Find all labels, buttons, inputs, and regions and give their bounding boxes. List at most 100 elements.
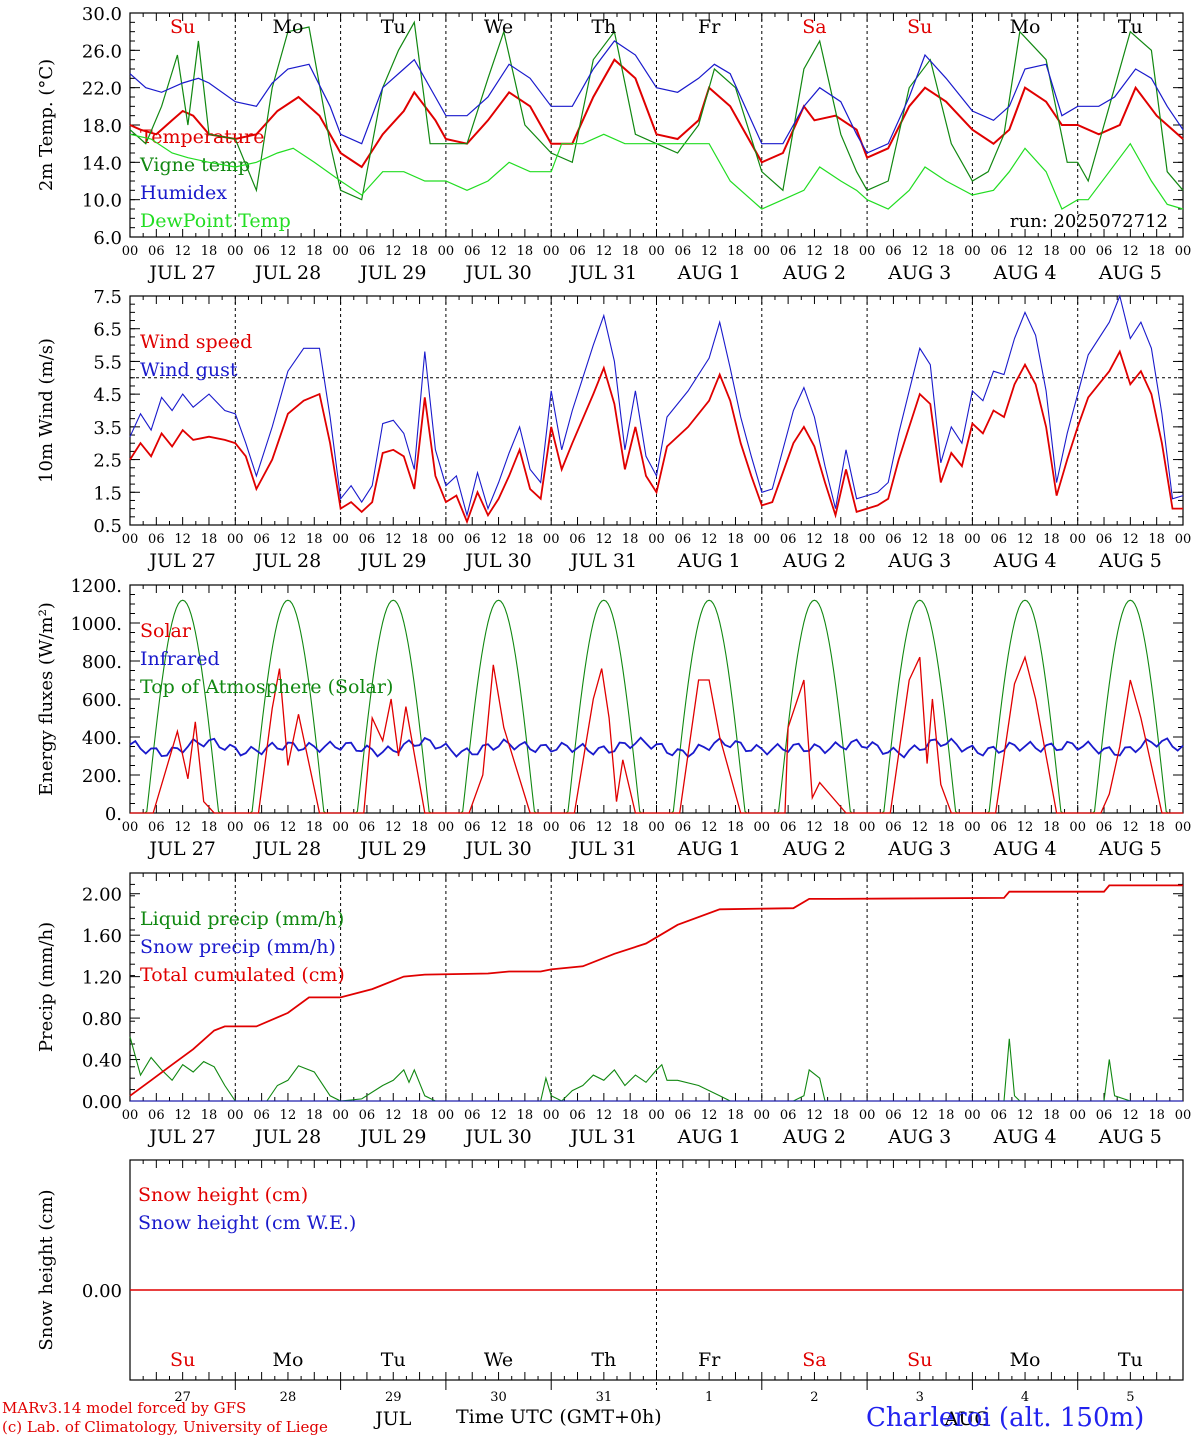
x-hour-label: 12	[596, 244, 613, 259]
x-hour-label: 18	[622, 1108, 639, 1123]
x-date-label: AUG 4	[993, 262, 1057, 284]
y-axis-label: 2m Temp. (°C)	[36, 59, 57, 191]
x-hour-label: 18	[1148, 532, 1165, 547]
x-date-label: AUG 4	[993, 838, 1057, 860]
x-hour-label: 12	[1122, 1108, 1139, 1123]
x-date-label: JUL 30	[463, 1126, 531, 1148]
x-hour-label: 12	[385, 1108, 402, 1123]
x-hour-label: 06	[253, 244, 270, 259]
y-tick-label: 30.0	[82, 4, 122, 25]
x-hour-label: 18	[938, 820, 955, 835]
x-hour-label: 12	[280, 820, 297, 835]
x-hour-label: 18	[306, 1108, 323, 1123]
x-hour-label: 06	[780, 244, 797, 259]
x-date-label: AUG 2	[782, 550, 846, 572]
x-hour-label: 12	[1017, 1108, 1034, 1123]
x-date-label: JUL 27	[147, 262, 215, 284]
series-wind-speed	[129, 349, 1183, 525]
y-tick-label: 6.0	[93, 228, 122, 249]
x-hour-label: 00	[648, 532, 665, 547]
x-hour-label: 18	[1148, 244, 1165, 259]
legend-entry: Solar	[140, 620, 192, 642]
x-date-label: JUL 27	[147, 550, 215, 572]
y-axis-label: Energy fluxes (W/m²)	[36, 602, 57, 796]
x-hour-label: 00	[1175, 1108, 1192, 1123]
x-hour-label: 00	[648, 1108, 665, 1123]
x-hour-label: 00	[543, 1108, 560, 1123]
x-hour-label: 00	[332, 532, 349, 547]
x-hour-label: 06	[780, 1108, 797, 1123]
x-hour-label: 06	[569, 532, 586, 547]
x-hour-label: 00	[648, 820, 665, 835]
x-hour-label: 00	[122, 532, 139, 547]
x-hour-label: 12	[1122, 532, 1139, 547]
legend-entry: Infrared	[140, 648, 220, 670]
x-hour-label: 06	[253, 820, 270, 835]
x-hour-label: 18	[306, 244, 323, 259]
x-hour-label: 18	[727, 532, 744, 547]
y-tick-label: 10.0	[82, 191, 122, 212]
panel-4: 2.00 1.60 1.20 0.80 0.40 0.00 Precip (mm/h) 00 0…	[36, 872, 1192, 1148]
x-hour-label: 12	[911, 532, 928, 547]
x-date-label: AUG 3	[887, 262, 951, 284]
month-label-aug: AUG	[944, 1408, 990, 1430]
x-hour-label: 12	[280, 244, 297, 259]
x-hour-label: 18	[411, 1108, 428, 1123]
y-tick-label: 0.40	[82, 1051, 122, 1072]
x-date-label: AUG 1	[677, 550, 741, 572]
x-date-label: JUL 31	[569, 1126, 637, 1148]
x-hour-label: 06	[780, 532, 797, 547]
x-date-label: JUL 28	[253, 262, 321, 284]
x-hour-label: 00	[332, 244, 349, 259]
x-hour-label: 00	[543, 532, 560, 547]
x-hour-label: 18	[833, 244, 850, 259]
x-hour-label: 06	[1096, 1108, 1113, 1123]
x-hour-label: 18	[517, 532, 534, 547]
x-hour-label: 00	[964, 820, 981, 835]
y-tick-label: 3.5	[93, 418, 122, 439]
x-hour-label: 18	[201, 1108, 218, 1123]
x-hour-label: 06	[990, 532, 1007, 547]
x-hour-label: 06	[569, 244, 586, 259]
panel-1: 30.0 26.0 22.0 18.0 14.0 10.0 6.0 2m Temp. (°C)…	[36, 4, 1191, 284]
weekday-label: Tu	[381, 16, 406, 38]
weekday-label: Su	[907, 16, 932, 38]
series-total-cumulated-cm-	[129, 884, 1183, 1097]
x-date-label: AUG 1	[677, 838, 741, 860]
x-date-label: JUL 31	[569, 838, 637, 860]
x-date-label: JUL 27	[147, 1126, 215, 1148]
y-tick-label: 0.	[105, 804, 122, 825]
y-tick-label: 7.5	[93, 287, 122, 308]
day-number: 31	[596, 1390, 613, 1405]
x-hour-label: 00	[754, 532, 771, 547]
y-tick-label: 0.80	[82, 1009, 122, 1030]
y-tick-label: 400.	[82, 728, 122, 749]
x-hour-label: 00	[859, 532, 876, 547]
day-number: 5	[1126, 1390, 1134, 1405]
day-number: 4	[1021, 1390, 1029, 1405]
x-hour-label: 18	[411, 532, 428, 547]
x-hour-label: 06	[1096, 244, 1113, 259]
x-date-label: AUG 2	[782, 262, 846, 284]
y-axis-label: Precip (mm/h)	[36, 922, 57, 1052]
x-hour-label: 06	[359, 532, 376, 547]
weekday-label: Su	[170, 16, 195, 38]
y-tick-label: 1.20	[82, 968, 122, 989]
weekday-label: Tu	[381, 1349, 406, 1371]
x-hour-label: 06	[359, 820, 376, 835]
x-hour-label: 00	[754, 1108, 771, 1123]
day-number: 30	[490, 1390, 507, 1405]
legend-entry: Liquid precip (mm/h)	[140, 908, 344, 930]
x-date-label: AUG 5	[1098, 550, 1162, 572]
x-hour-label: 18	[201, 820, 218, 835]
x-hour-label: 06	[148, 244, 165, 259]
legend-entry: Top of Atmosphere (Solar)	[140, 676, 393, 698]
x-date-label: JUL 28	[253, 550, 321, 572]
x-hour-label: 06	[675, 1108, 692, 1123]
day-number: 27	[174, 1390, 191, 1405]
x-hour-label: 06	[359, 244, 376, 259]
x-hour-label: 18	[833, 1108, 850, 1123]
y-tick-label: 1200.	[70, 576, 122, 597]
x-hour-label: 06	[675, 532, 692, 547]
x-hour-label: 18	[938, 532, 955, 547]
